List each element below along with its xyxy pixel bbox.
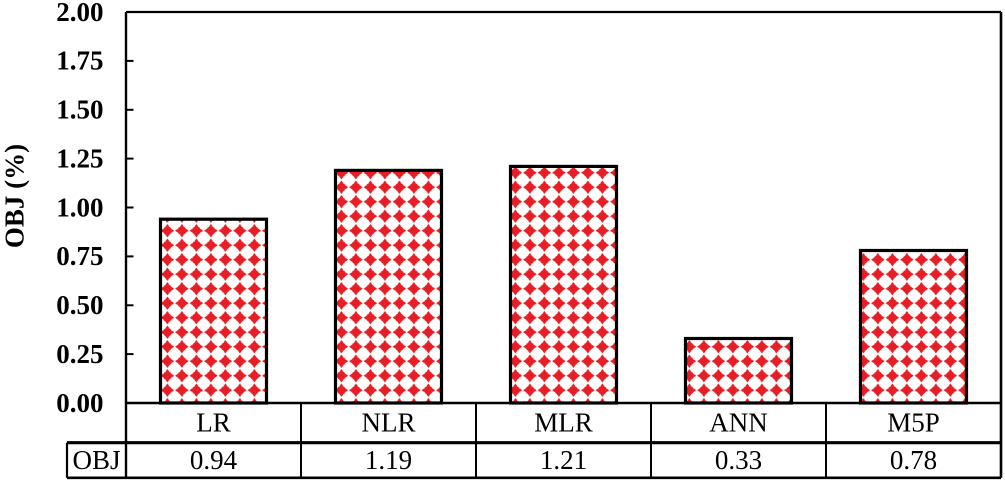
svg-text:0.50: 0.50 — [56, 290, 103, 320]
svg-text:OBJ (%): OBJ (%) — [0, 144, 30, 248]
svg-text:1.21: 1.21 — [540, 445, 587, 475]
svg-text:1.25: 1.25 — [56, 143, 103, 173]
svg-text:OBJ: OBJ — [72, 445, 120, 475]
svg-text:ANN: ANN — [709, 408, 768, 438]
svg-text:0.00: 0.00 — [56, 388, 103, 418]
svg-text:1.50: 1.50 — [56, 95, 103, 125]
svg-text:MLR: MLR — [534, 408, 593, 438]
svg-text:1.19: 1.19 — [365, 445, 412, 475]
svg-text:0.94: 0.94 — [190, 445, 238, 475]
svg-text:2.00: 2.00 — [56, 0, 103, 27]
svg-text:0.33: 0.33 — [715, 445, 762, 475]
svg-text:1.00: 1.00 — [56, 192, 103, 222]
svg-text:0.75: 0.75 — [56, 241, 103, 271]
svg-text:1.75: 1.75 — [56, 46, 103, 76]
svg-text:0.25: 0.25 — [56, 339, 103, 369]
svg-text:0.78: 0.78 — [890, 445, 937, 475]
svg-text:LR: LR — [196, 408, 231, 438]
svg-text:NLR: NLR — [362, 408, 416, 438]
svg-text:M5P: M5P — [887, 408, 940, 438]
